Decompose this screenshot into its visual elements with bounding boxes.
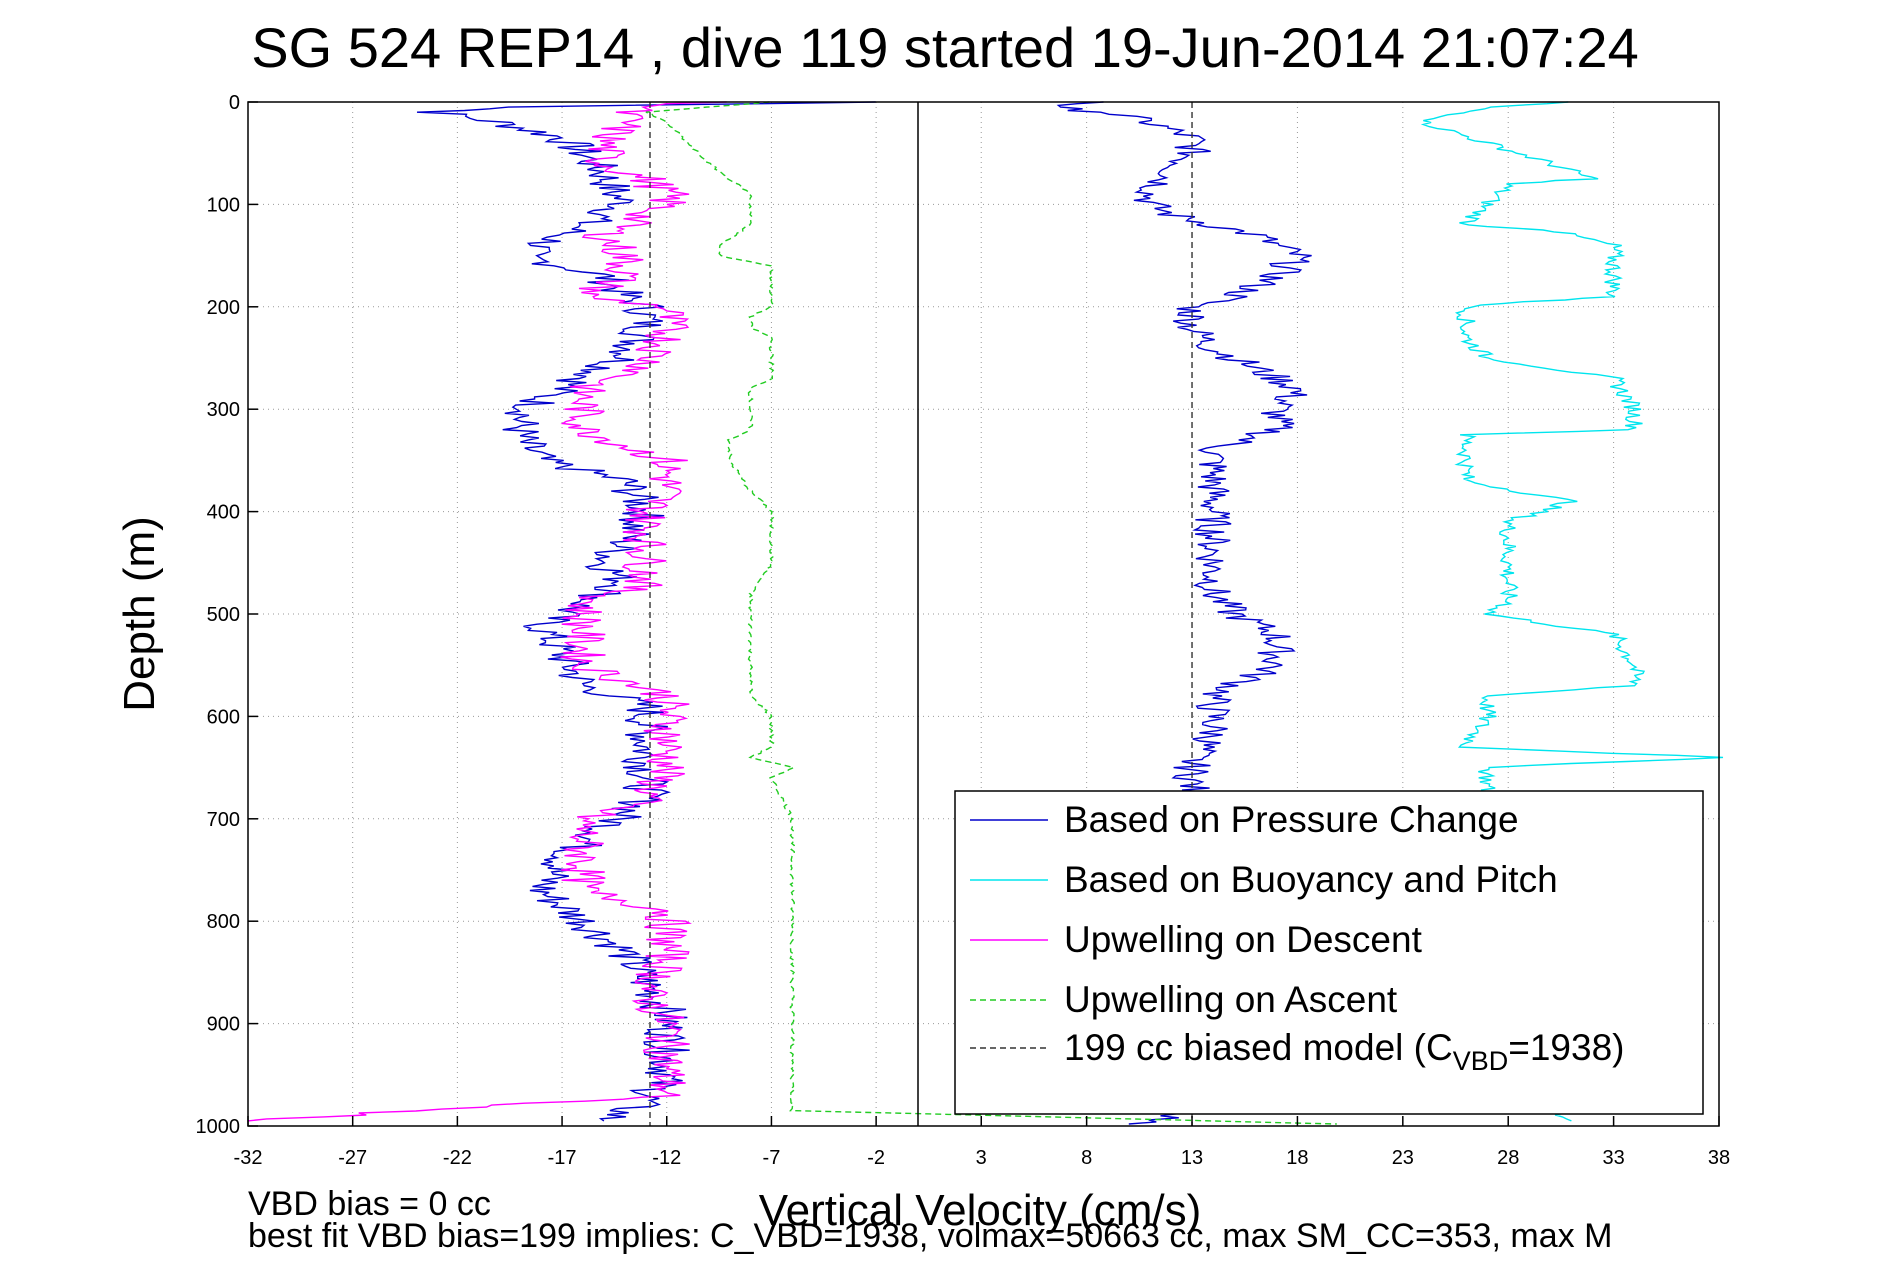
- x-tick-label: -22: [443, 1147, 472, 1169]
- y-tick-label: 500: [207, 604, 240, 626]
- legend-entry: Based on Pressure Change: [1064, 799, 1519, 840]
- y-tick-label: 900: [207, 1014, 240, 1036]
- x-tick-label: -32: [234, 1147, 263, 1169]
- x-tick-label: -7: [763, 1147, 781, 1169]
- y-tick-label: 100: [207, 194, 240, 216]
- x-tick-label: 28: [1497, 1147, 1519, 1169]
- legend: Based on Pressure Change Based on Buoyanc…: [954, 790, 1704, 1115]
- x-tick-label: 38: [1708, 1147, 1730, 1169]
- legend-entry: Upwelling on Descent: [1064, 919, 1423, 960]
- y-tick-label: 1000: [196, 1116, 241, 1138]
- x-tick-label: -17: [548, 1147, 577, 1169]
- tick-labels: 0 100 200 300 400 500 600 700 800 900 1000 -32 -27 -2…: [196, 92, 1731, 1169]
- y-tick-label: 600: [207, 706, 240, 728]
- pressure-descent-line: [416, 101, 876, 1122]
- x-tick-label: 13: [1181, 1147, 1203, 1169]
- y-tick-label: 200: [207, 297, 240, 319]
- x-tick-label: 3: [976, 1147, 987, 1169]
- grid: [248, 102, 1719, 1126]
- upwelling-descent-line: [247, 101, 727, 1122]
- y-tick-label: 400: [207, 502, 240, 524]
- y-tick-label: 800: [207, 911, 240, 933]
- legend-box: [954, 790, 1704, 1115]
- y-tick-label: 700: [207, 809, 240, 831]
- x-tick-label: -27: [338, 1147, 367, 1169]
- chart-title: SG 524 REP14 , dive 119 started 19-Jun-2…: [251, 16, 1638, 79]
- x-tick-label: 33: [1602, 1147, 1624, 1169]
- x-tick-label: 23: [1392, 1147, 1414, 1169]
- x-tick-label: -2: [867, 1147, 885, 1169]
- x-tick-label: 18: [1286, 1147, 1308, 1169]
- legend-entry: 199 cc biased model (CVBD=1938): [1064, 1027, 1624, 1076]
- y-axis-label: Depth (m): [115, 516, 164, 712]
- y-tick-label: 0: [229, 92, 240, 114]
- vbd-bias-note: VBD bias = 0 cc: [248, 1185, 491, 1223]
- legend-entry: Based on Buoyancy and Pitch: [1064, 859, 1558, 900]
- legend-entry: Upwelling on Ascent: [1064, 979, 1398, 1020]
- x-tick-label: -12: [652, 1147, 681, 1169]
- x-tick-label: 8: [1081, 1147, 1092, 1169]
- x-axis-label: Vertical Velocity (cm/s): [759, 1186, 1202, 1235]
- best-fit-note: best fit VBD bias=199 implies: C_VBD=193…: [248, 1217, 1612, 1255]
- y-tick-label: 300: [207, 399, 240, 421]
